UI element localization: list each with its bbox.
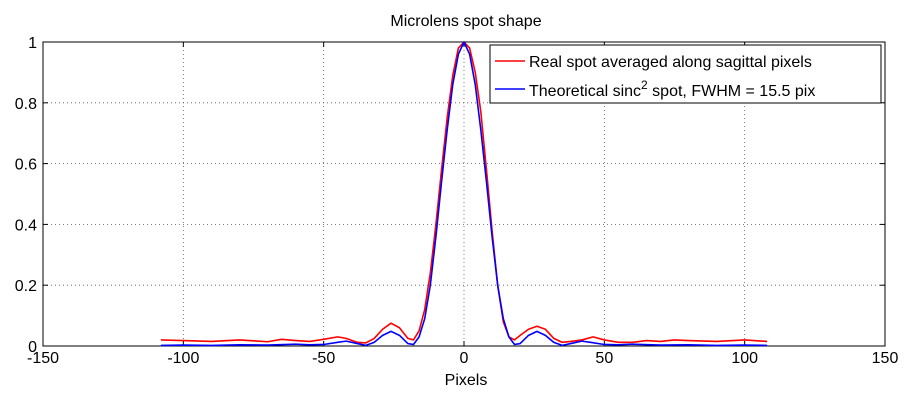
chart-title: Microlens spot shape [390,13,541,30]
x-tick-label: -100 [167,350,199,367]
x-tick-label: 100 [731,350,758,367]
x-tick-label: -50 [312,350,335,367]
y-tick-label: 1 [28,35,37,52]
legend-theory-superscript: 2 [641,78,648,92]
x-tick-label: -150 [27,350,59,367]
x-axis-label: Pixels [445,372,488,389]
legend-theory-prefix: Theoretical sinc [529,83,641,100]
legend-box [489,44,882,104]
series-line-theoretical-sinc2 [160,41,768,347]
legend-theory-suffix: spot, FWHM = 15.5 pix [648,83,816,100]
y-tick-label: 0.8 [15,96,37,113]
grid-lines [43,42,885,346]
legend: Real spot averaged along sagittal pixels… [489,44,882,104]
series-line-real-spot [160,41,768,344]
x-tick-label: 0 [460,350,469,367]
x-tick-label: 50 [595,350,613,367]
y-tick-label: 0.4 [15,217,37,234]
y-tick-label: 0 [28,339,37,356]
series-layer [160,41,768,347]
legend-label-theory: Theoretical sinc2 spot, FWHM = 15.5 pix [529,78,815,100]
legend-label-real: Real spot averaged along sagittal pixels [529,54,812,71]
y-tick-label: 0.2 [15,278,37,295]
y-tick-label: 0.6 [15,157,37,174]
x-tick-label: 150 [872,350,899,367]
